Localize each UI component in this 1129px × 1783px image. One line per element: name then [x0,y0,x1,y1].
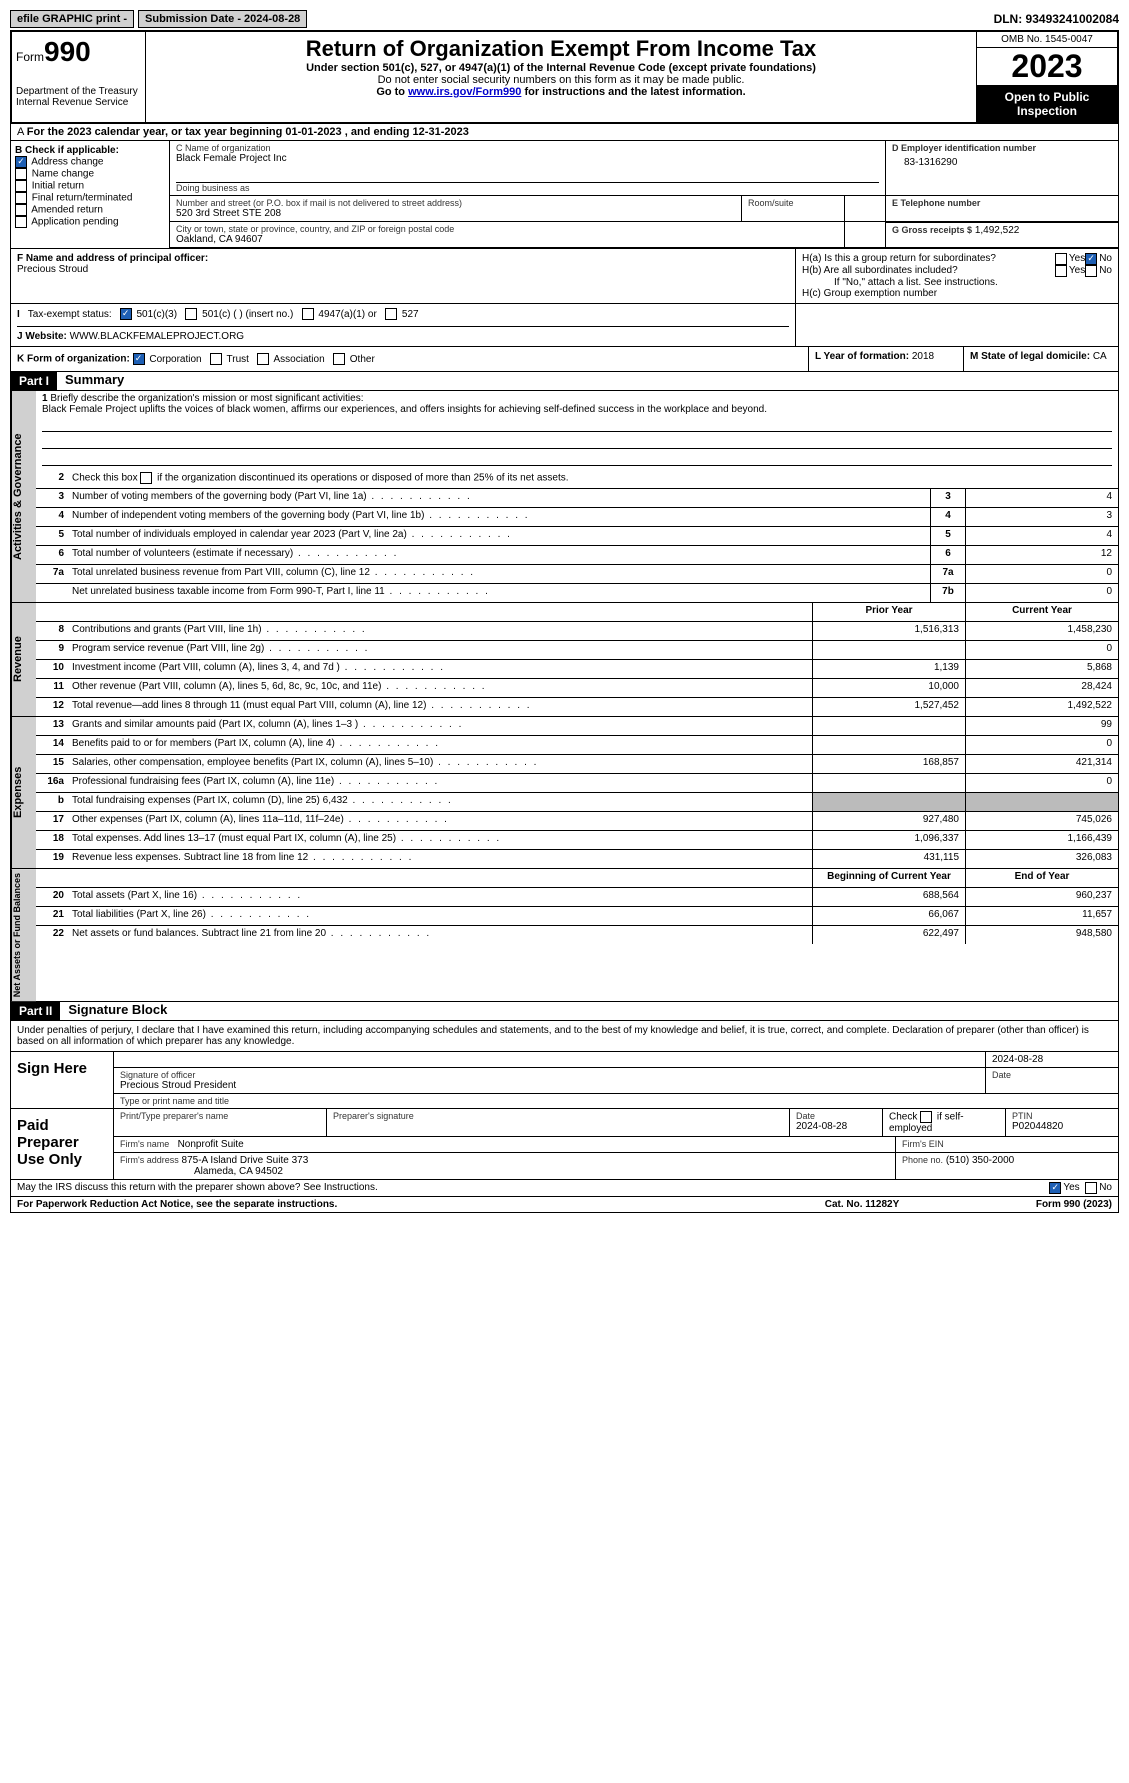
col-c-d: C Name of organization Black Female Proj… [170,141,1118,248]
colb-check-0[interactable] [15,156,27,168]
sign-here-label: Sign Here [11,1052,114,1108]
page-footer: For Paperwork Reduction Act Notice, see … [10,1197,1119,1213]
instructions-link[interactable]: www.irs.gov/Form990 [408,86,521,98]
paid-preparer-label: Paid Preparer Use Only [11,1109,114,1179]
omb-number: OMB No. 1545-0047 [977,32,1117,48]
form-org-1[interactable] [210,353,222,365]
netassets-section: Net Assets or Fund Balances Beginning of… [10,869,1119,1002]
mission-text: Black Female Project uplifts the voices … [42,404,767,415]
year-formation: 2018 [912,351,934,362]
principal-officer: Precious Stroud [17,264,789,275]
form-org-3[interactable] [333,353,345,365]
side-activities: Activities & Governance [11,391,36,602]
perjury-declaration: Under penalties of perjury, I declare th… [11,1021,1118,1051]
ein: 83-1316290 [892,153,1112,172]
section-b-c-d: B Check if applicable: Address change Na… [10,141,1119,249]
section-f-h: F Name and address of principal officer:… [10,249,1119,304]
ein-cell: D Employer identification number 83-1316… [885,141,1118,195]
subtitle-2: Do not enter social security numbers on … [150,74,972,86]
dept-treasury: Department of the Treasury [16,86,141,97]
colb-check-3[interactable] [15,192,27,204]
form-header: Form990 Department of the Treasury Inter… [10,30,1119,124]
signature-block: Under penalties of perjury, I declare th… [10,1021,1119,1197]
tax-status-0[interactable] [120,308,132,320]
colb-check-1[interactable] [15,168,27,180]
form-org-2[interactable] [257,353,269,365]
expenses-section: Expenses 13Grants and similar amounts pa… [10,717,1119,869]
tax-status-1[interactable] [185,308,197,320]
discontinued-check[interactable] [140,472,152,484]
header-mid: Return of Organization Exempt From Incom… [146,32,976,122]
gross-receipts: 1,492,522 [975,225,1020,236]
part1-header: Part I Summary [10,372,1119,391]
hb-no[interactable] [1085,265,1097,277]
top-bar: efile GRAPHIC print - Submission Date - … [10,10,1119,28]
city: Oakland, CA 94607 [176,234,838,245]
part2-header: Part II Signature Block [10,1002,1119,1021]
submission-date: Submission Date - 2024-08-28 [138,10,307,28]
efile-label: efile GRAPHIC print - [10,10,134,28]
revenue-section: Revenue Prior YearCurrent Year 8Contribu… [10,603,1119,717]
irs-label: Internal Revenue Service [16,97,141,108]
side-revenue: Revenue [11,603,36,716]
colb-check-2[interactable] [15,180,27,192]
discuss-yes[interactable] [1049,1182,1061,1194]
subtitle-3: Go to www.irs.gov/Form990 for instructio… [150,86,972,98]
col-b: B Check if applicable: Address change Na… [11,141,170,248]
tax-year: 2023 [977,48,1117,86]
col-b-header: B Check if applicable: [15,145,165,156]
side-netassets: Net Assets or Fund Balances [11,869,36,1001]
form-prefix: Form [16,50,44,64]
ha-no[interactable] [1085,253,1097,265]
org-name: Black Female Project Inc [176,153,879,164]
state-domicile: CA [1093,351,1107,362]
colb-check-5[interactable] [15,216,27,228]
dln: DLN: 93493241002084 [994,12,1119,26]
form-title: Return of Organization Exempt From Incom… [150,36,972,62]
org-name-cell: C Name of organization Black Female Proj… [170,141,885,195]
activities-governance: Activities & Governance 1 Briefly descri… [10,391,1119,603]
public-inspection: Open to Public Inspection [977,86,1117,122]
website: WWW.BLACKFEMALEPROJECT.ORG [70,331,244,342]
form-org-0[interactable] [133,353,145,365]
subtitle-1: Under section 501(c), 527, or 4947(a)(1)… [150,62,972,74]
form-number: 990 [44,36,91,67]
ha-yes[interactable] [1055,253,1067,265]
self-employed-check[interactable] [920,1111,932,1123]
section-k-l-m: K Form of organization: Corporation Trus… [10,347,1119,372]
header-left: Form990 Department of the Treasury Inter… [12,32,146,122]
section-i-j: ITax-exempt status: 501(c)(3) 501(c) ( )… [10,304,1119,347]
discuss-no[interactable] [1085,1182,1097,1194]
tax-status-3[interactable] [385,308,397,320]
street: 520 3rd Street STE 208 [176,208,735,219]
row-a: A For the 2023 calendar year, or tax yea… [10,124,1119,141]
side-expenses: Expenses [11,717,36,868]
tax-status-2[interactable] [302,308,314,320]
colb-check-4[interactable] [15,204,27,216]
hb-yes[interactable] [1055,265,1067,277]
header-right: OMB No. 1545-0047 2023 Open to Public In… [976,32,1117,122]
